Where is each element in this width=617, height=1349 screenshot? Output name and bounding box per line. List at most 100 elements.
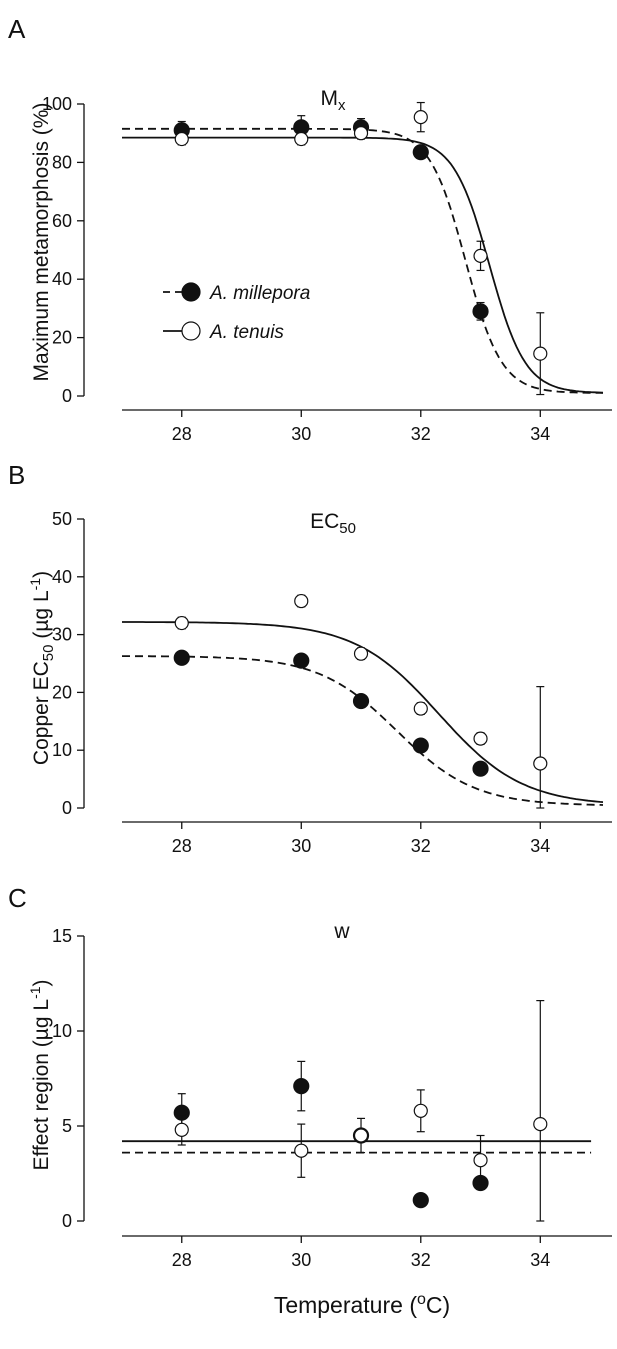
panel-c-y-axis-label: Effect region (µg L-1) (27, 979, 53, 1170)
point-atenuis (353, 126, 369, 141)
point-atenuis (533, 346, 548, 361)
x-axis-label-sup: o (417, 1291, 426, 1308)
y-tick-label: 0 (62, 1211, 72, 1231)
y-tick-label: 100 (42, 94, 72, 114)
x-tick-label: 28 (172, 1250, 192, 1270)
legend-millepora-label: A. millepora (209, 283, 310, 304)
point-atenuis (174, 1122, 189, 1137)
panel-c-title: w (333, 920, 350, 943)
x-tick-label: 30 (291, 424, 311, 444)
x-tick-label: 28 (172, 424, 192, 444)
point-atenuis (174, 131, 189, 147)
panel-b-points (173, 593, 548, 809)
x-tick-label: 28 (172, 836, 192, 856)
x-tick-label: 32 (411, 1250, 431, 1270)
y-tick-label: 10 (52, 740, 72, 760)
panel-b-title-main: EC (310, 510, 339, 533)
panel-b-title: EC50 (310, 510, 356, 537)
point-amillepora (412, 144, 429, 161)
point-amillepora (293, 1077, 310, 1095)
y-tick-label: 10 (52, 1021, 72, 1041)
panel-c: C w Effect region (µg L-1) 0 5 10 15 28 30 32… (8, 883, 612, 1270)
point-atenuis (174, 615, 189, 631)
point-atenuis (413, 701, 428, 716)
legend-millepora-marker (181, 282, 201, 302)
panel-b-ylabel-part-3: ) (30, 571, 53, 578)
y-tick-label: 0 (62, 386, 72, 406)
y-tick-label: 50 (52, 509, 72, 529)
point-amillepora (412, 1191, 429, 1209)
panel-b-x-axis: 28 30 32 34 (122, 821, 612, 856)
panel-a-title-sub: x (338, 97, 346, 114)
point-atenuis (413, 1103, 428, 1118)
x-axis-label-part-1: Temperature ( (274, 1292, 418, 1318)
panel-b-ylabel-sub: 50 (40, 645, 57, 662)
panel-a-title-main: M (321, 87, 339, 110)
panel-c-x-axis: 28 30 32 34 (122, 1235, 612, 1270)
point-amillepora (352, 692, 370, 710)
point-atenuis (353, 1128, 369, 1143)
y-tick-label: 5 (62, 1116, 72, 1136)
y-tick-label: 20 (52, 682, 72, 702)
point-amillepora (173, 649, 190, 666)
legend-tenuis-marker (181, 321, 201, 341)
panel-a-y-axis-label: Maximum metamorphosis (%) (30, 103, 53, 382)
point-atenuis (294, 1143, 309, 1158)
panel-b-ylabel-part-1: Copper EC (30, 661, 53, 765)
y-tick-label: 20 (52, 328, 72, 348)
legend-tenuis-label: A. tenuis (209, 322, 284, 343)
x-tick-label: 32 (411, 424, 431, 444)
point-atenuis (294, 593, 309, 609)
x-tick-label: 34 (530, 1250, 550, 1270)
panel-a-points (173, 101, 548, 396)
panel-b-y-axis: 0 10 20 30 40 50 (52, 509, 85, 818)
x-tick-label: 30 (291, 1250, 311, 1270)
point-atenuis (473, 248, 488, 263)
fit-curve-amillepora (122, 655, 604, 806)
point-atenuis (473, 1153, 488, 1168)
point-amillepora (472, 303, 489, 320)
panel-c-ylabel-part-1: Effect region (µg L (30, 999, 53, 1171)
point-atenuis (533, 756, 548, 771)
y-tick-label: 30 (52, 625, 72, 645)
point-atenuis (533, 1116, 548, 1132)
y-tick-label: 40 (52, 269, 72, 289)
panel-c-mean-lines (122, 1140, 592, 1154)
point-atenuis (413, 110, 428, 125)
x-tick-label: 30 (291, 836, 311, 856)
panel-c-points (173, 999, 548, 1222)
x-tick-label: 32 (411, 836, 431, 856)
fit-curve-amillepora (122, 127, 604, 394)
y-tick-label: 40 (52, 567, 72, 587)
panel-c-y-axis: 0 5 10 15 (52, 926, 85, 1231)
panel-b: B EC50 Copper EC50 (µg L-1) 01020304050 … (8, 460, 612, 856)
point-atenuis (473, 731, 488, 746)
point-amillepora (472, 760, 489, 777)
x-tick-label: 34 (530, 836, 550, 856)
panel-b-ylabel-sup: -1 (27, 578, 43, 591)
panel-b-ylabel-part-2: (µg L (30, 590, 53, 644)
panel-a: A Mx Maximum metamorphosis (%) 0 20 40 60 80… (8, 14, 612, 444)
panel-c-ylabel-sup: -1 (27, 986, 43, 999)
fit-curve-atenuis (122, 136, 604, 394)
panel-letter-a: A (8, 14, 26, 44)
panel-a-fit-curves (122, 127, 604, 394)
y-tick-label: 0 (62, 798, 72, 818)
panel-letter-c: C (8, 883, 27, 913)
y-tick-label: 80 (52, 152, 72, 172)
panel-b-title-sub: 50 (339, 520, 356, 537)
panel-b-y-axis-label: Copper EC50 (µg L-1) (27, 571, 57, 765)
panel-c-ylabel-part-2: ) (30, 979, 53, 986)
y-tick-label: 15 (52, 926, 72, 946)
panel-a-y-axis: 0 20 40 60 80 100 (42, 94, 85, 406)
point-atenuis (353, 646, 369, 661)
panel-letter-b: B (8, 460, 25, 490)
x-axis-label-part-2: C) (426, 1292, 450, 1318)
x-tick-label: 34 (530, 424, 550, 444)
panel-a-legend: A. millepora A. tenuis (163, 282, 310, 343)
panel-a-x-axis: 28 30 32 34 (122, 409, 612, 444)
x-axis-label: Temperature (oC) (274, 1291, 450, 1318)
panel-a-title: Mx (321, 87, 347, 114)
y-tick-label: 60 (52, 211, 72, 231)
